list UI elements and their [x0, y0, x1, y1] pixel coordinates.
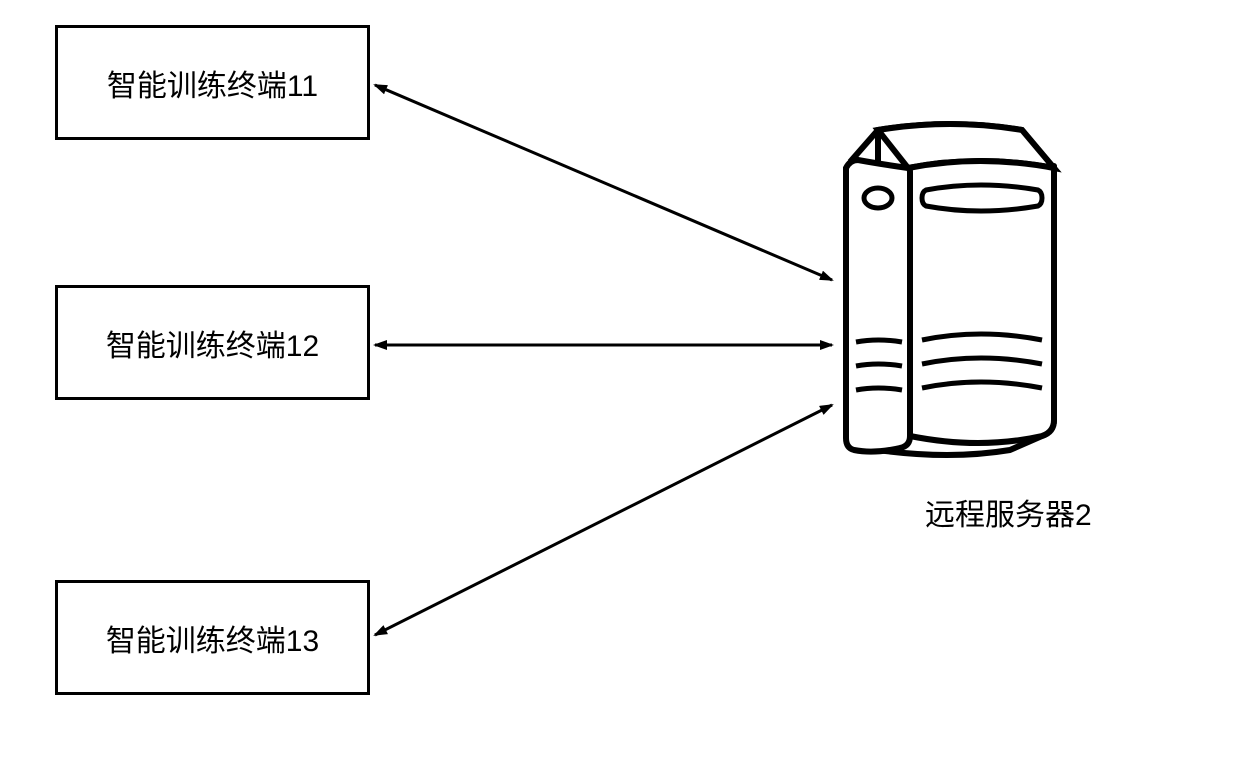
terminal-box-2: 智能训练终端12 [55, 285, 370, 400]
server-icon [830, 120, 1070, 460]
terminal-box-1: 智能训练终端11 [55, 25, 370, 140]
terminal-label-1: 智能训练终端11 [107, 61, 318, 105]
edge [375, 85, 832, 280]
terminal-label-3: 智能训练终端13 [106, 616, 319, 660]
edge [375, 405, 832, 635]
terminal-box-3: 智能训练终端13 [55, 580, 370, 695]
terminal-label-2: 智能训练终端12 [106, 321, 319, 365]
server-label: 远程服务器2 [925, 490, 1092, 534]
